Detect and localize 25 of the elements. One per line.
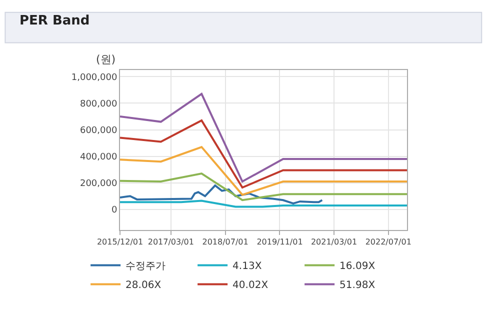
- x-tick-label: 2015/12/01: [96, 238, 144, 247]
- legend-label: 4.13X: [232, 261, 262, 272]
- legend-label: 수정주가: [126, 261, 166, 272]
- x-tick-label: 2022/07/01: [365, 238, 412, 247]
- line-series: [120, 146, 407, 196]
- legend-label: 28.06X: [126, 280, 162, 292]
- x-tick-label: 2021/03/01: [310, 238, 358, 247]
- legend-label: 51.98X: [340, 280, 376, 292]
- y-tick-label: 1,000,000: [71, 72, 118, 83]
- y-tick-label: 200,000: [80, 179, 118, 190]
- y-tick-label: 600,000: [80, 126, 118, 136]
- line-series: [120, 92, 407, 183]
- line-series: [120, 172, 407, 202]
- line-series: [120, 184, 324, 204]
- x-tick-label: 2017/03/01: [148, 238, 194, 247]
- y-tick-label: 800,000: [80, 99, 118, 110]
- y-tick-label: 0: [111, 206, 118, 216]
- legend-label: 16.09X: [340, 261, 376, 272]
- line-series: [120, 119, 407, 189]
- x-tick-label: 2019/11/01: [256, 238, 303, 247]
- legend-label: 40.02X: [232, 280, 268, 292]
- y-axis-title: (원): [96, 53, 116, 66]
- chart-title: PER Band: [20, 14, 90, 29]
- y-tick-label: 400,000: [80, 152, 118, 162]
- x-tick-label: 2018/07/01: [202, 238, 248, 247]
